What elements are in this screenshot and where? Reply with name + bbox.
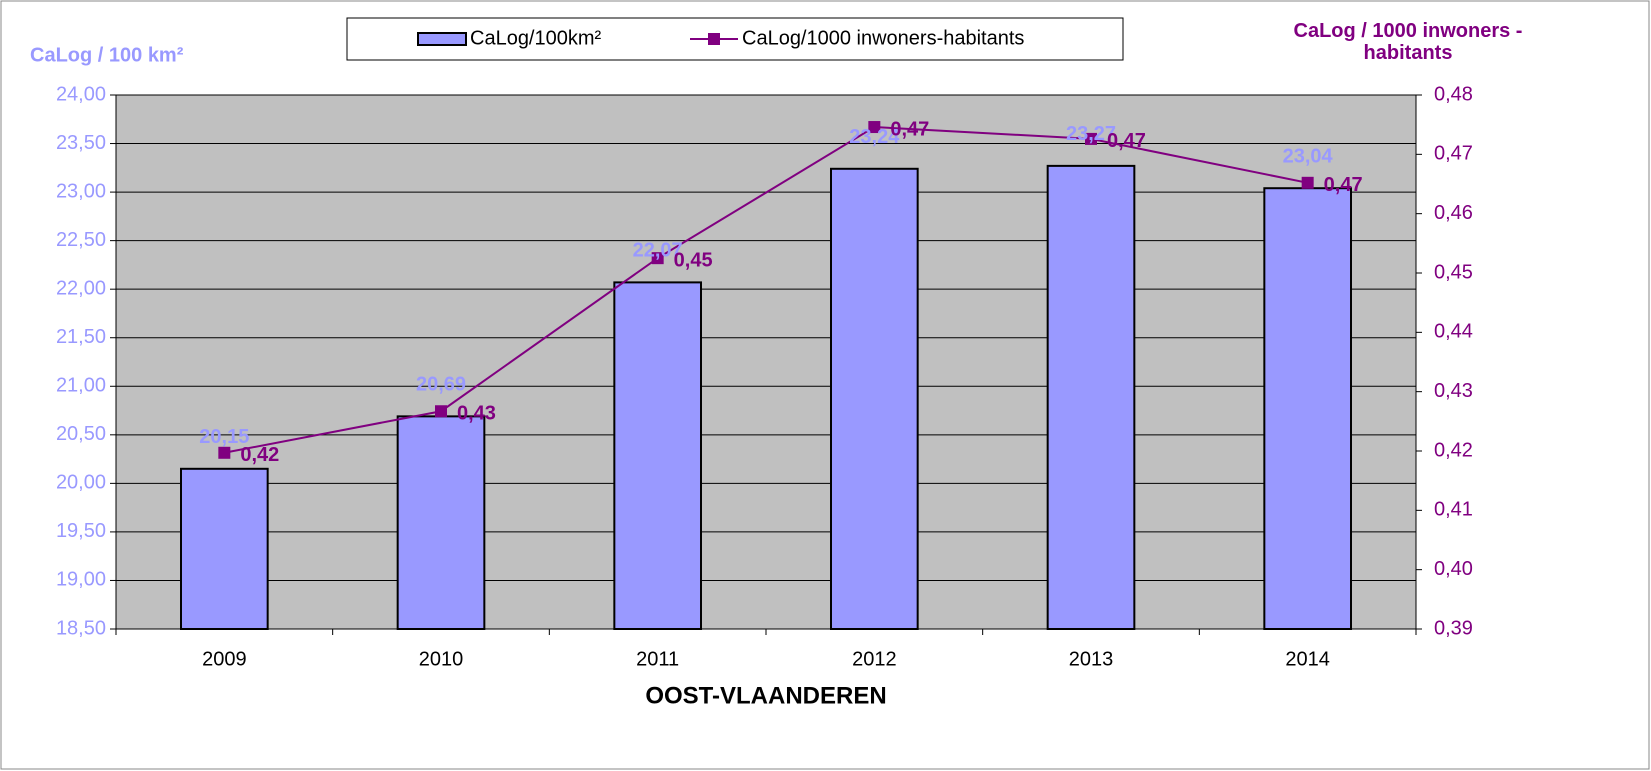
line-value-label: 0,47 (1107, 130, 1146, 152)
bar-value-label: 23,24 (849, 126, 900, 148)
line-value-label: 0,47 (1324, 174, 1363, 196)
y2-tick-label: 0,39 (1434, 617, 1473, 639)
y-tick-label: 22,50 (56, 229, 106, 251)
bar-value-label: 20,15 (199, 426, 249, 448)
line-marker (1301, 176, 1314, 189)
y2-tick-label: 0,46 (1434, 202, 1473, 224)
bar (180, 467, 269, 630)
line-marker (1085, 132, 1097, 145)
x-tick-label: 2014 (1285, 648, 1330, 670)
bar (1046, 164, 1136, 630)
legend-label: CaLog/100km² (470, 27, 602, 49)
y2-tick-label: 0,48 (1434, 83, 1473, 105)
y2-axis-title: CaLog / 1000 inwoners - habitants (1293, 20, 1523, 64)
y-tick-label: 23,00 (56, 180, 106, 202)
bar-value-label: 20,69 (416, 374, 466, 396)
y-tick-label: 20,50 (56, 423, 106, 445)
line-value-label: 0,47 (890, 118, 929, 140)
x-tick-label: 2012 (852, 648, 897, 670)
y-tick-label: 21,00 (56, 375, 106, 397)
x-tick-label: 2009 (202, 648, 247, 670)
x-tick-label: 2011 (636, 648, 679, 670)
y2-tick-label: 0,47 (1434, 143, 1473, 165)
y2-tick-label: 0,41 (1434, 499, 1473, 521)
x-axis-title: OOST-VLAANDEREN (645, 682, 886, 709)
bar-value-label: 23,27 (1066, 123, 1116, 145)
line-value-label: 0,43 (457, 403, 496, 425)
legend-label: CaLog/1000 inwoners-habitants (742, 27, 1024, 49)
y-axis-title: CaLog / 100 km² (30, 44, 184, 66)
bar (830, 167, 919, 630)
line-marker (651, 252, 664, 265)
bar (613, 281, 702, 630)
x-tick-label: 2010 (419, 648, 464, 670)
y2-tick-label: 0,44 (1434, 321, 1473, 343)
legend-swatch (417, 32, 467, 46)
y2-tick-label: 0,42 (1434, 439, 1473, 461)
y-tick-label: 23,50 (56, 132, 106, 154)
bar (1263, 187, 1353, 630)
y-tick-label: 18,50 (56, 617, 106, 639)
y2-tick-label: 0,40 (1434, 558, 1473, 580)
line-marker (435, 405, 447, 418)
y-tick-label: 19,00 (56, 569, 106, 591)
y-tick-label: 21,50 (56, 326, 106, 348)
line-value-label: 0,45 (674, 249, 713, 271)
plot-area (116, 95, 1416, 629)
line-marker (868, 121, 881, 134)
line-marker (218, 446, 231, 459)
legend-swatch (708, 33, 720, 45)
y2-tick-label: 0,45 (1434, 261, 1473, 283)
y-tick-label: 19,50 (56, 520, 106, 542)
y-tick-label: 24,00 (56, 83, 106, 105)
bar-value-label: 23,04 (1283, 145, 1334, 167)
y-tick-label: 22,00 (56, 277, 106, 299)
line (224, 126, 1308, 454)
y-tick-label: 20,00 (56, 472, 106, 494)
x-tick-label: 2013 (1069, 648, 1114, 670)
y2-tick-label: 0,43 (1434, 380, 1473, 402)
bar-value-label: 22,07 (633, 240, 683, 262)
line-value-label: 0,42 (240, 444, 279, 466)
bar (396, 415, 486, 630)
